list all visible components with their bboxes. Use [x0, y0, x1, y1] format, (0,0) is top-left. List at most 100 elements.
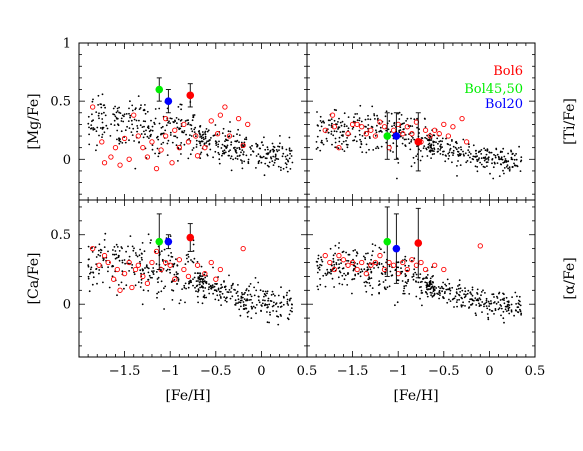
field-star-point	[462, 304, 464, 307]
field-star-point	[115, 111, 118, 114]
field-star-point	[343, 150, 346, 153]
field-star-point	[488, 308, 491, 311]
field-star-point	[497, 308, 500, 311]
field-star-point	[166, 268, 169, 271]
field-star-point	[98, 243, 101, 246]
field-star-point	[196, 295, 199, 298]
comparison-star-point	[381, 124, 388, 130]
field-star-point	[384, 273, 387, 275]
field-star-point	[184, 120, 187, 122]
field-star-point	[191, 119, 194, 122]
field-star-point	[150, 119, 152, 122]
y-tick-label: 0	[63, 153, 71, 168]
field-star-point	[376, 145, 379, 148]
field-star-point	[415, 155, 418, 158]
field-star-point	[516, 165, 519, 168]
field-star-point	[500, 305, 503, 307]
field-star-point	[365, 252, 367, 255]
field-star-point	[229, 297, 232, 300]
field-star-point	[277, 158, 280, 161]
field-star-point	[156, 278, 159, 280]
field-star-point	[493, 301, 496, 303]
field-star-point	[356, 263, 359, 265]
field-star-point	[87, 258, 90, 261]
field-star-point	[199, 272, 202, 275]
field-star-point	[476, 293, 479, 295]
field-star-point	[192, 114, 195, 117]
field-star-point	[131, 104, 134, 107]
field-star-point	[234, 289, 237, 291]
field-star-point	[339, 258, 342, 261]
field-star-point	[199, 278, 201, 280]
field-star-point	[503, 172, 505, 175]
field-star-point	[232, 135, 235, 138]
field-star-point	[134, 252, 137, 254]
field-star-point	[384, 279, 387, 281]
field-star-point	[322, 274, 325, 277]
field-star-point	[199, 274, 201, 277]
field-star-point	[228, 150, 230, 153]
field-star-point	[141, 303, 144, 306]
field-star-point	[442, 281, 444, 284]
field-star-point	[90, 127, 92, 130]
field-star-point	[358, 119, 361, 122]
field-star-point	[167, 139, 170, 142]
field-star-point	[272, 148, 275, 151]
field-star-point	[236, 290, 239, 293]
field-star-point	[423, 117, 426, 120]
field-star-point	[503, 167, 506, 169]
field-star-point	[260, 156, 262, 159]
field-star-point	[131, 134, 134, 137]
field-star-point	[240, 296, 243, 299]
field-star-point	[184, 301, 186, 304]
field-star-point	[518, 145, 520, 148]
field-star-point	[175, 117, 178, 119]
field-star-point	[245, 154, 248, 157]
comparison-star-point	[409, 257, 415, 263]
field-star-point	[171, 299, 174, 301]
field-star-point	[134, 108, 137, 111]
field-star-point	[225, 138, 227, 141]
field-star-point	[128, 107, 130, 110]
field-star-point	[352, 268, 355, 271]
field-star-point	[493, 313, 495, 315]
field-star-point	[200, 277, 203, 280]
field-star-point	[223, 152, 226, 155]
field-star-point	[245, 304, 247, 307]
comparison-star-point	[217, 266, 224, 273]
field-star-point	[345, 251, 347, 254]
field-star-point	[122, 120, 125, 123]
field-star-point	[241, 162, 244, 164]
field-star-point	[482, 165, 485, 168]
field-star-point	[470, 303, 473, 306]
field-star-point	[290, 297, 292, 300]
field-star-point	[454, 146, 457, 149]
field-star-point	[459, 164, 462, 167]
field-star-point	[334, 146, 337, 149]
field-star-point	[322, 120, 324, 123]
field-star-point	[274, 153, 277, 156]
field-star-point	[398, 118, 401, 120]
field-star-point	[106, 127, 109, 130]
field-star-point	[169, 259, 172, 262]
field-star-point	[507, 152, 509, 155]
field-star-point	[234, 148, 237, 151]
field-star-point	[513, 158, 516, 161]
field-star-point	[519, 304, 522, 307]
field-star-point	[502, 310, 505, 313]
field-star-point	[196, 261, 199, 263]
field-star-point	[429, 288, 431, 291]
field-star-point	[115, 117, 118, 119]
field-star-point	[285, 166, 288, 169]
field-star-point	[430, 143, 433, 146]
field-star-point	[92, 127, 95, 129]
field-star-point	[377, 147, 380, 150]
field-star-point	[199, 286, 202, 289]
field-star-point	[366, 281, 368, 284]
field-star-point	[217, 151, 220, 154]
field-star-point	[214, 298, 217, 301]
field-star-point	[475, 299, 478, 302]
field-star-point	[262, 299, 264, 302]
field-star-point	[404, 273, 407, 275]
field-star-point	[255, 142, 257, 145]
